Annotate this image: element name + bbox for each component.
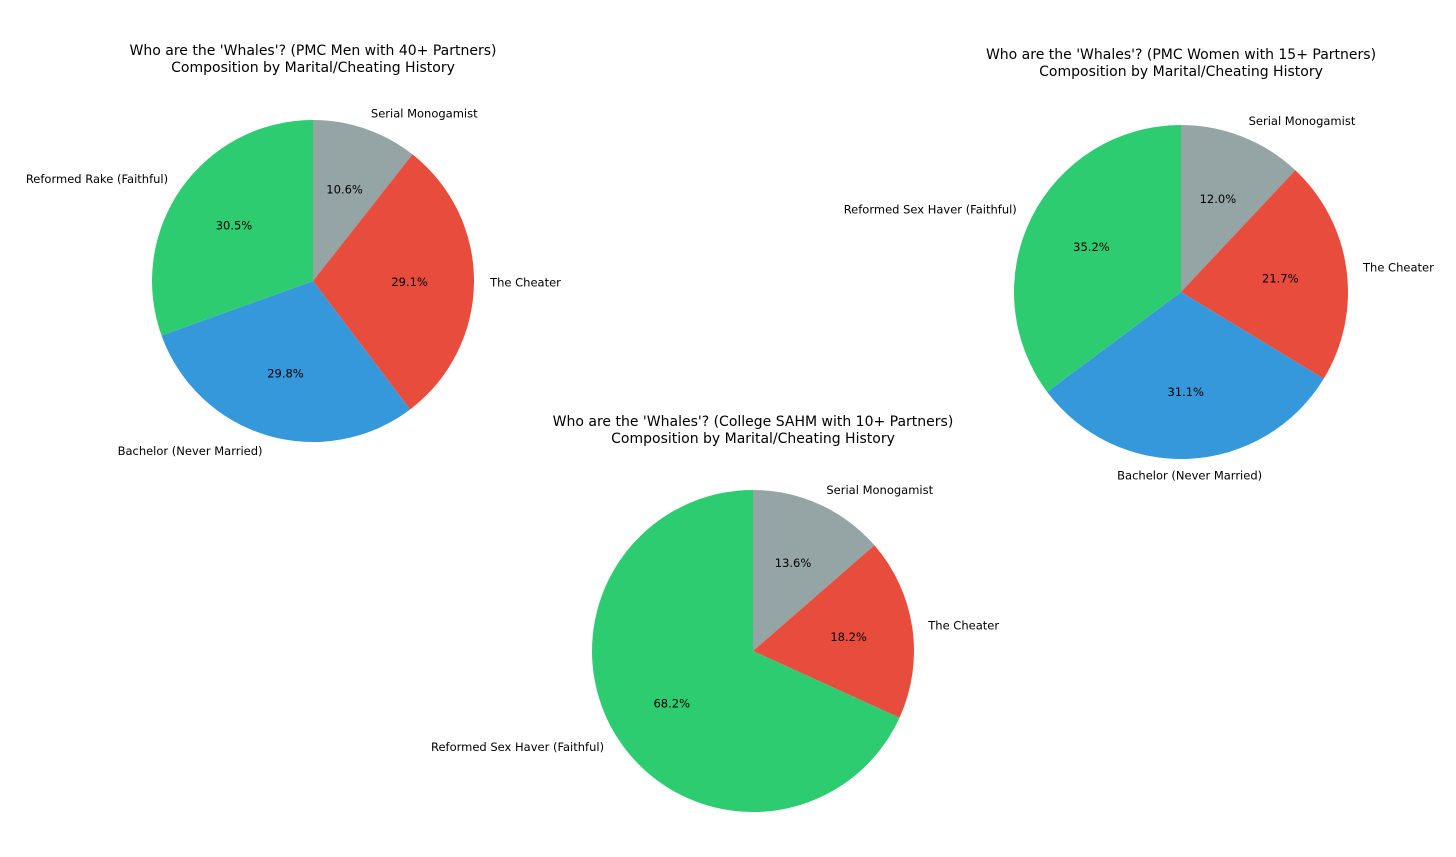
chart-subtitle: Composition by Marital/Cheating History xyxy=(611,431,895,447)
chart-subtitle: Composition by Marital/Cheating History xyxy=(1039,64,1323,80)
pie-slice-bachelor-never-married xyxy=(1047,292,1324,460)
pct-label-bachelor-never-married: 29.8% xyxy=(267,367,304,381)
slice-label-reformed-rake-faithful: Reformed Rake (Faithful) xyxy=(26,172,168,186)
pct-label-bachelor-never-married: 31.1% xyxy=(1167,385,1204,399)
pie-chart-3: Who are the 'Whales'? (College SAHM with… xyxy=(431,414,999,812)
slice-label-bachelor-never-married: Bachelor (Never Married) xyxy=(118,444,263,458)
pie-chart-2: Who are the 'Whales'? (PMC Women with 15… xyxy=(844,47,1434,482)
pct-label-reformed-rake-faithful: 30.5% xyxy=(216,218,253,232)
pie-slice-serial-monogamist xyxy=(753,490,875,651)
slice-label-reformed-sex-haver-faithful: Reformed Sex Haver (Faithful) xyxy=(844,203,1017,217)
pie-slice-the-cheater xyxy=(313,154,474,410)
slice-label-bachelor-never-married: Bachelor (Never Married) xyxy=(1117,468,1262,482)
pct-label-the-cheater: 21.7% xyxy=(1262,272,1299,286)
chart-subtitle: Composition by Marital/Cheating History xyxy=(171,60,455,76)
pie-slice-serial-monogamist xyxy=(1181,125,1296,292)
pie-chart-1: Who are the 'Whales'? (PMC Men with 40+ … xyxy=(26,43,561,458)
pie-slice-reformed-rake-faithful xyxy=(152,120,313,336)
pie-slice-the-cheater xyxy=(753,545,914,718)
pct-label-reformed-sex-haver-faithful: 68.2% xyxy=(653,696,690,710)
pct-label-serial-monogamist: 10.6% xyxy=(326,183,363,197)
slice-label-the-cheater: The Cheater xyxy=(927,618,999,632)
slice-label-the-cheater: The Cheater xyxy=(1362,260,1434,274)
chart-title: Who are the 'Whales'? (PMC Men with 40+ … xyxy=(130,43,497,59)
pie-slice-serial-monogamist xyxy=(313,120,413,281)
slice-label-serial-monogamist: Serial Monogamist xyxy=(826,483,933,497)
slice-label-serial-monogamist: Serial Monogamist xyxy=(1249,114,1356,128)
slice-label-serial-monogamist: Serial Monogamist xyxy=(371,107,478,121)
pct-label-serial-monogamist: 12.0% xyxy=(1200,192,1237,206)
slice-label-reformed-sex-haver-faithful: Reformed Sex Haver (Faithful) xyxy=(431,740,604,754)
pct-label-the-cheater: 18.2% xyxy=(830,630,867,644)
pct-label-reformed-sex-haver-faithful: 35.2% xyxy=(1073,240,1110,254)
pie-slice-bachelor-never-married xyxy=(161,281,411,442)
pie-slice-reformed-sex-haver-faithful xyxy=(591,490,900,812)
pct-label-serial-monogamist: 13.6% xyxy=(775,556,812,570)
slice-label-the-cheater: The Cheater xyxy=(489,276,561,290)
pie-slice-the-cheater xyxy=(1181,170,1348,379)
chart-title: Who are the 'Whales'? (College SAHM with… xyxy=(553,414,954,430)
chart-title: Who are the 'Whales'? (PMC Women with 15… xyxy=(986,47,1376,63)
pie-slice-reformed-sex-haver-faithful xyxy=(1014,124,1181,392)
pct-label-the-cheater: 29.1% xyxy=(391,275,428,289)
